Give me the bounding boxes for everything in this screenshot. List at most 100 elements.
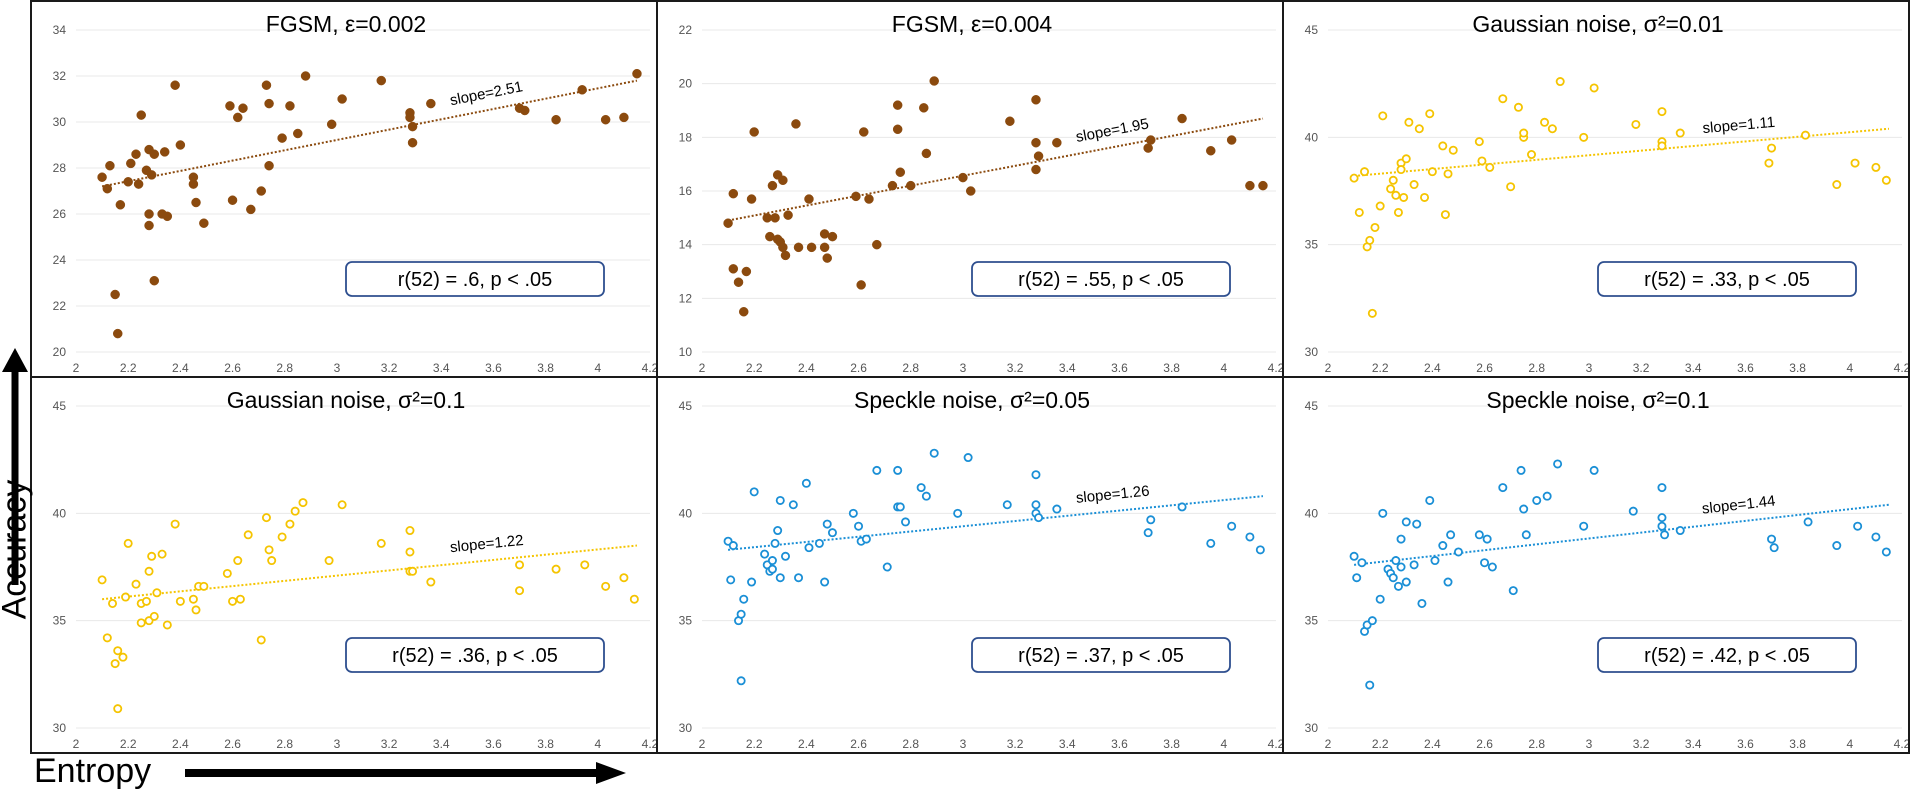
data-point <box>170 519 180 529</box>
data-point <box>326 119 337 130</box>
data-point <box>1498 94 1508 104</box>
data-point <box>1005 116 1015 126</box>
data-point <box>222 568 232 578</box>
data-point <box>895 502 905 512</box>
data-point <box>264 545 274 555</box>
trendline <box>727 117 1264 222</box>
x-tick-label: 2 <box>1325 737 1332 751</box>
slope-label: slope=1.22 <box>449 532 524 556</box>
data-point <box>887 180 898 191</box>
data-point <box>619 573 629 583</box>
data-point <box>1527 150 1537 160</box>
data-point <box>246 204 256 215</box>
trendline <box>1353 503 1890 566</box>
data-point <box>760 549 770 559</box>
data-point <box>872 239 882 250</box>
data-point <box>261 80 272 90</box>
x-tick-label: 2.8 <box>1528 737 1545 751</box>
panel-speckle-005: 30 35 40 45 2 2.2 2.4 2.6 2.8 3 3.2 3.4 3.6 3.8 4 4.2 Sp… <box>656 376 1284 754</box>
data-point <box>1631 119 1641 129</box>
x-tick-label: 2.6 <box>850 361 867 375</box>
data-point <box>147 551 157 561</box>
x-tick-label: 2 <box>699 361 706 375</box>
chart-svg: 30 35 40 45 2 2.2 2.4 2.6 2.8 3 3.2 3.4 3.6 3.8 4 4.2 Ga… <box>1305 11 1908 375</box>
x-tick-label: 4.2 <box>1268 361 1284 375</box>
x-tick-label: 3 <box>960 361 967 375</box>
data-point <box>110 289 120 300</box>
data-point <box>893 465 903 475</box>
trendline <box>1354 127 1890 177</box>
data-point <box>520 105 530 116</box>
data-point <box>1255 545 1265 555</box>
data-point <box>905 180 916 191</box>
data-point <box>1881 175 1891 185</box>
data-point <box>152 588 162 598</box>
data-point <box>426 577 436 587</box>
data-point <box>916 483 926 493</box>
data-point <box>1386 184 1396 194</box>
data-point <box>1352 573 1362 583</box>
y-tick-label: 28 <box>53 161 67 175</box>
data-point <box>1375 201 1385 211</box>
data-point <box>1430 556 1440 566</box>
data-point <box>632 68 642 79</box>
data-point <box>123 538 133 548</box>
data-point <box>1453 547 1463 557</box>
data-point <box>118 652 128 662</box>
data-point <box>1388 573 1398 583</box>
data-point <box>822 519 832 529</box>
x-tick-label: 3.4 <box>1059 361 1076 375</box>
data-point <box>1579 132 1589 142</box>
stats-label: r(52) = .42, p < .05 <box>1644 645 1810 667</box>
chart-title: Gaussian noise, σ²=0.1 <box>227 387 466 413</box>
data-point <box>827 231 838 242</box>
data-point <box>1871 532 1881 542</box>
data-point <box>848 508 858 518</box>
data-point <box>1853 521 1863 531</box>
data-point <box>277 532 287 542</box>
data-point <box>405 526 415 536</box>
data-point <box>892 124 903 135</box>
data-point <box>144 209 154 219</box>
data-point <box>1803 517 1813 527</box>
data-point <box>1540 117 1550 127</box>
x-tick-label: 3.2 <box>1007 361 1024 375</box>
data-point <box>1480 558 1490 568</box>
data-point <box>110 659 120 669</box>
x-axis-label: Entropy <box>34 752 152 790</box>
x-tick-label: 3.4 <box>433 737 450 751</box>
panel-gaussian-01: 30 35 40 45 2 2.2 2.4 2.6 2.8 3 3.2 3.4 3.6 3.8 4 4.2 Ga… <box>30 376 658 754</box>
data-point <box>1657 107 1667 117</box>
data-point <box>1446 530 1456 540</box>
data-point <box>1177 502 1187 512</box>
data-point <box>121 592 131 602</box>
data-point <box>872 465 882 475</box>
data-point <box>1547 124 1557 134</box>
x-tick-label: 3.8 <box>537 361 554 375</box>
data-point <box>1349 551 1359 561</box>
stats-label: r(52) = .33, p < .05 <box>1644 269 1810 291</box>
data-point <box>1532 495 1542 505</box>
data-point <box>1409 560 1419 570</box>
data-point <box>738 307 749 317</box>
data-point <box>746 194 757 204</box>
data-point <box>228 596 238 606</box>
data-point <box>1146 515 1156 525</box>
data-point <box>1660 530 1670 540</box>
data-point <box>1628 506 1638 516</box>
data-point <box>285 101 295 111</box>
x-tick-label: 3 <box>334 361 341 375</box>
x-tick-label: 3.2 <box>1007 737 1024 751</box>
data-point <box>131 149 141 159</box>
data-point <box>919 103 929 113</box>
data-point <box>515 586 525 596</box>
y-tick-label: 34 <box>53 23 67 37</box>
chart-svg: 30 35 40 45 2 2.2 2.4 2.6 2.8 3 3.2 3.4 3.6 3.8 4 4.2 Sp… <box>1305 387 1908 751</box>
chart-title: FGSM, ε=0.002 <box>266 11 426 37</box>
y-tick-label: 18 <box>679 130 693 144</box>
data-point <box>235 594 245 604</box>
y-tick-label: 22 <box>53 299 67 313</box>
data-point <box>1245 180 1255 191</box>
data-point <box>1412 519 1422 529</box>
